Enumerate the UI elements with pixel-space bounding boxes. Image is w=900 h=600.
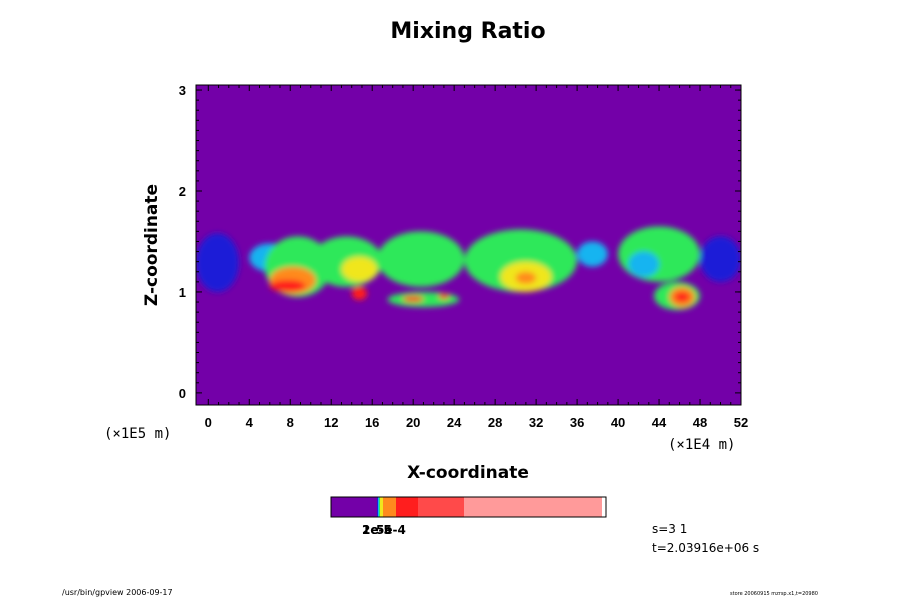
x-tick-label: 28 <box>488 415 502 430</box>
colorbar-segment <box>383 497 396 517</box>
colorbar-segment <box>464 497 602 517</box>
x-tick-label: 48 <box>693 415 707 430</box>
x-tick-label: 16 <box>365 415 379 430</box>
field-feature-orange <box>515 271 537 284</box>
field-feature-green <box>387 291 460 308</box>
x-tick-label: 20 <box>406 415 420 430</box>
colorbar-tick-label: 5e-4 <box>376 523 406 537</box>
x-tick-label: 40 <box>611 415 625 430</box>
y-tick-label: 3 <box>179 83 186 98</box>
x-tick-label: 8 <box>287 415 294 430</box>
colorbar-segment <box>331 497 377 517</box>
x-tick-label: 52 <box>734 415 748 430</box>
colorbar-segment <box>378 497 379 517</box>
field-feature-red <box>438 293 450 300</box>
colorbar-tick-label: 1e-5 <box>362 523 392 537</box>
y-tick-label: 1 <box>179 285 186 300</box>
x-tick-label: 36 <box>570 415 584 430</box>
colorbar <box>331 497 602 517</box>
y-unit-label: (×1E5 m) <box>104 426 171 442</box>
field-feature-cyan <box>628 251 660 277</box>
mixing-ratio-field <box>196 226 741 311</box>
field-feature-blue <box>196 233 240 292</box>
x-axis-title: X-coordinate <box>407 463 529 483</box>
colorbar-frame <box>330 496 607 518</box>
x-tick-label: 24 <box>447 415 462 430</box>
colorbar-segment <box>380 497 383 517</box>
colorbar-segment <box>379 497 380 517</box>
step-label: s=3 1 <box>652 522 687 536</box>
x-tick-label: 32 <box>529 415 543 430</box>
field-feature-blue <box>700 236 741 282</box>
x-tick-label: 12 <box>324 415 338 430</box>
colorbar-segment <box>377 497 378 517</box>
colorbar-segment <box>396 497 418 517</box>
field-feature-red <box>351 286 368 301</box>
field-feature-red <box>674 291 690 303</box>
x-tick-label: 0 <box>205 415 212 430</box>
x-unit-label: (×1E4 m) <box>668 437 735 453</box>
footer-left: /usr/bin/gpview 2006-09-17 <box>62 588 173 597</box>
plot-frame <box>195 84 742 406</box>
x-tick-label: 44 <box>652 415 667 430</box>
y-tick-label: 2 <box>179 184 186 199</box>
field-feature-red <box>402 295 424 303</box>
time-label: t=2.03916e+06 s <box>652 541 759 555</box>
y-axis-title: Z-coordinate <box>142 184 162 306</box>
chart-title: Mixing Ratio <box>390 19 545 44</box>
field-feature-red <box>269 279 306 292</box>
field-feature-green <box>377 231 465 287</box>
footer-right: store 20060915 mzrsp.x1,t=20980 <box>730 591 818 597</box>
field-feature-yellow <box>341 256 378 282</box>
field-feature-green <box>618 226 701 282</box>
colorbar-segment <box>418 497 464 517</box>
colorbar-tick-labels: 1e-52e-55e-4 <box>362 523 406 537</box>
x-tick-label: 4 <box>246 415 254 430</box>
field-feature-cyan <box>577 241 608 267</box>
colorbar-tick-label: 2e-5 <box>362 523 392 537</box>
y-tick-label: 0 <box>179 386 186 401</box>
